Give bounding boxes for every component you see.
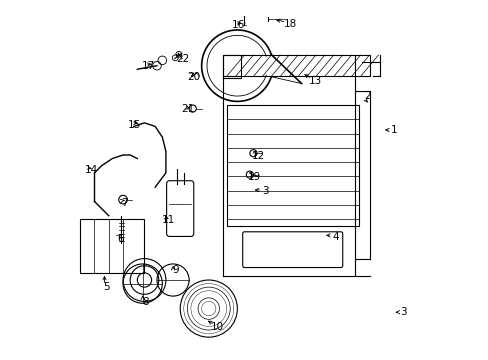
Text: 15: 15 bbox=[127, 120, 141, 130]
Text: 21: 21 bbox=[181, 104, 194, 114]
Bar bbox=[226, 105, 358, 226]
Text: 4: 4 bbox=[332, 232, 338, 242]
Bar bbox=[223, 55, 369, 76]
Text: 1: 1 bbox=[390, 125, 397, 135]
Text: 20: 20 bbox=[187, 72, 200, 82]
Text: 2: 2 bbox=[364, 91, 370, 101]
Text: 3: 3 bbox=[399, 307, 406, 317]
Text: 9: 9 bbox=[172, 265, 179, 275]
Text: 11: 11 bbox=[162, 215, 175, 225]
Text: 14: 14 bbox=[85, 165, 98, 175]
Text: 22: 22 bbox=[176, 54, 189, 64]
Text: 12: 12 bbox=[252, 151, 265, 161]
Text: 18: 18 bbox=[283, 18, 296, 28]
Text: 10: 10 bbox=[211, 322, 224, 332]
Text: 13: 13 bbox=[308, 76, 321, 86]
Text: 16: 16 bbox=[231, 19, 244, 30]
Bar bbox=[80, 219, 144, 273]
Text: 7: 7 bbox=[122, 198, 128, 207]
Text: 17: 17 bbox=[142, 62, 155, 71]
Text: 3: 3 bbox=[262, 186, 269, 196]
Bar bbox=[223, 55, 241, 78]
Text: 19: 19 bbox=[247, 172, 261, 182]
Text: 8: 8 bbox=[142, 297, 148, 307]
Text: 5: 5 bbox=[103, 282, 110, 292]
Text: 6: 6 bbox=[117, 234, 123, 244]
